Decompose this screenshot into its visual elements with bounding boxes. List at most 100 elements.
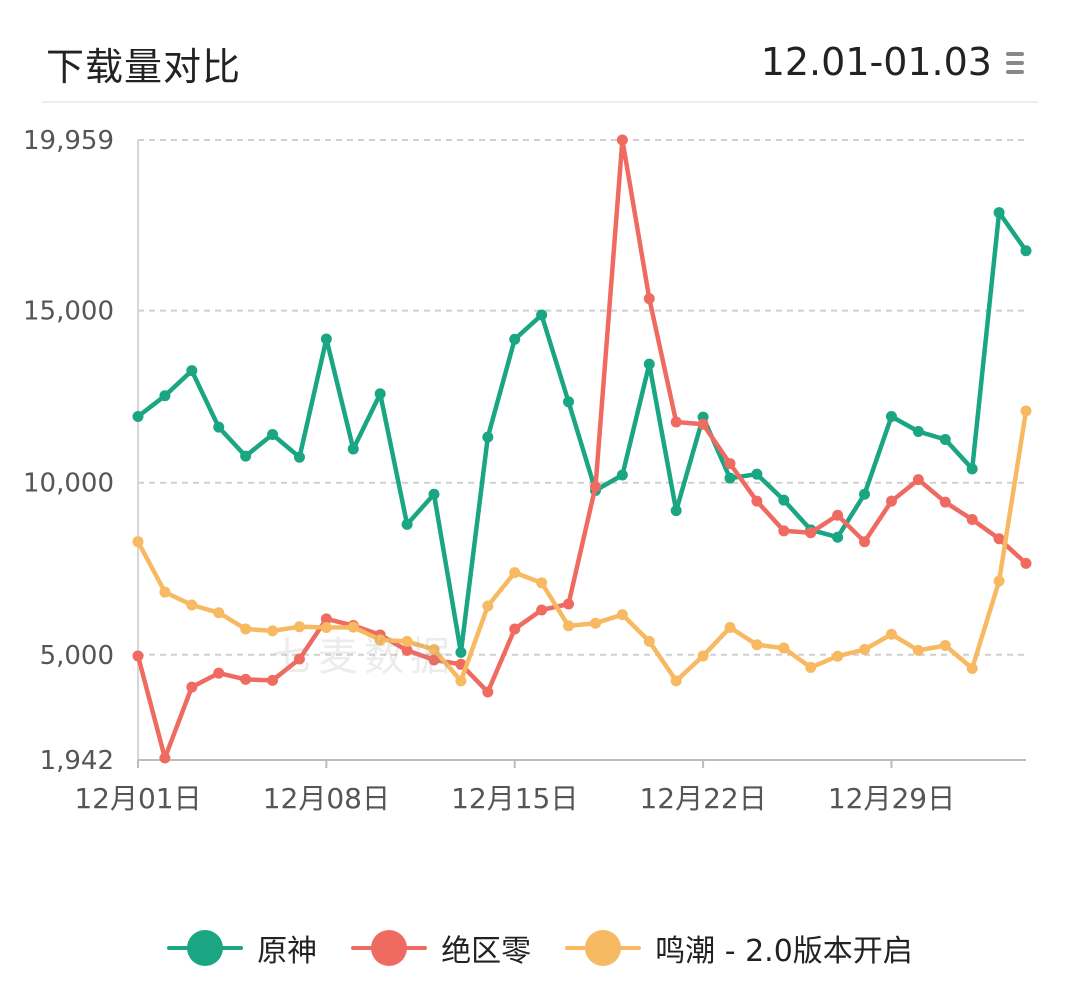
data-point-genshin [240, 450, 252, 462]
data-point-wuwa [966, 662, 978, 674]
data-point-wuwa [267, 625, 279, 637]
data-point-wuwa [374, 634, 386, 646]
data-point-genshin [428, 488, 440, 500]
data-point-wuwa [186, 599, 198, 611]
legend-label: 绝区零 [441, 934, 532, 969]
data-point-genshin [993, 207, 1005, 219]
date-range-selector[interactable]: 12.01-01.03 [760, 40, 992, 84]
data-point-genshin [509, 333, 521, 345]
page-title: 下载量对比 [46, 45, 242, 89]
data-point-zzz [885, 495, 897, 507]
data-point-zzz [132, 650, 144, 662]
data-point-zzz [563, 598, 575, 610]
data-point-zzz [832, 509, 844, 521]
data-point-genshin [267, 429, 279, 441]
data-point-wuwa [347, 621, 359, 633]
data-point-genshin [293, 451, 305, 463]
legend-swatch [565, 930, 642, 966]
data-point-genshin [186, 365, 198, 377]
data-point-zzz [509, 623, 521, 635]
data-point-wuwa [697, 650, 709, 662]
data-point-zzz [186, 681, 198, 693]
data-point-wuwa [643, 635, 655, 647]
data-point-wuwa [401, 635, 413, 647]
data-point-wuwa [213, 607, 225, 619]
legend-swatch [167, 930, 244, 966]
data-point-wuwa [912, 644, 924, 656]
series-line-wuwa [135, 408, 1029, 684]
data-point-genshin [939, 433, 951, 445]
y-tick-label: 19,959 [23, 126, 114, 156]
data-point-genshin [670, 505, 682, 517]
x-tick-label: 12月08日 [263, 782, 390, 815]
data-point-genshin [751, 468, 763, 480]
y-tick-label: 10,000 [23, 469, 114, 499]
legend-item-zzz[interactable]: 绝区零 [351, 926, 531, 970]
menu-icon[interactable] [1006, 52, 1024, 76]
data-point-zzz [751, 495, 763, 507]
x-tick-label: 12月15日 [451, 782, 578, 815]
data-point-zzz [966, 514, 978, 526]
data-point-zzz [697, 418, 709, 430]
y-tick-label: 1,942 [40, 746, 114, 776]
data-point-zzz [589, 480, 601, 492]
data-point-genshin [455, 646, 467, 658]
data-point-wuwa [939, 640, 951, 652]
data-point-genshin [374, 388, 386, 400]
legend-item-genshin[interactable]: 原神 [167, 926, 317, 970]
data-point-wuwa [885, 628, 897, 640]
data-point-wuwa [616, 609, 628, 621]
data-point-wuwa [993, 575, 1005, 587]
data-point-zzz [482, 686, 494, 698]
chart-legend: 原神 绝区零 鸣潮 - 2.0版本开启 [0, 920, 1080, 976]
data-point-genshin [966, 463, 978, 475]
data-point-wuwa [778, 642, 790, 654]
legend-dot [585, 930, 622, 966]
data-point-zzz [778, 525, 790, 537]
data-point-wuwa [240, 623, 252, 635]
x-tick-label: 12月29日 [828, 782, 955, 815]
data-point-zzz [240, 673, 252, 685]
legend-dot [371, 930, 408, 966]
data-point-zzz [293, 653, 305, 665]
data-point-genshin [643, 358, 655, 370]
data-point-wuwa [455, 675, 467, 687]
data-point-wuwa [132, 536, 144, 548]
data-point-wuwa [428, 643, 440, 655]
data-point-zzz [616, 134, 628, 146]
data-point-genshin [1020, 245, 1032, 257]
data-point-zzz [401, 644, 413, 656]
data-point-zzz [643, 293, 655, 305]
data-point-genshin [347, 443, 359, 455]
data-point-genshin [912, 426, 924, 438]
legend-dot [187, 930, 224, 966]
data-point-genshin [401, 518, 413, 530]
data-point-wuwa [563, 620, 575, 632]
data-point-wuwa [805, 661, 817, 673]
data-point-genshin [832, 531, 844, 543]
legend-item-wuwa[interactable]: 鸣潮 - 2.0版本开启 [565, 926, 913, 970]
data-point-wuwa [1020, 405, 1032, 417]
data-point-wuwa [509, 567, 521, 579]
y-tick-label: 5,000 [40, 641, 114, 671]
data-point-zzz [859, 536, 871, 548]
data-point-wuwa [751, 639, 763, 651]
data-point-zzz [428, 654, 440, 666]
data-point-zzz [536, 604, 548, 616]
data-point-genshin [213, 421, 225, 433]
data-point-genshin [159, 390, 171, 402]
data-point-zzz [993, 533, 1005, 545]
data-point-zzz [939, 496, 951, 508]
data-point-zzz [267, 674, 279, 686]
data-point-wuwa [536, 577, 548, 589]
data-point-wuwa [293, 621, 305, 633]
data-point-zzz [912, 474, 924, 486]
data-point-zzz [724, 458, 736, 470]
data-point-genshin [778, 494, 790, 506]
data-point-wuwa [832, 650, 844, 662]
x-tick-label: 12月22日 [639, 782, 766, 815]
line-chart: 1,942 5,000 10,000 15,000 19,959 12月01日 12月08日… [23, 126, 1032, 815]
legend-label: 原神 [257, 934, 318, 969]
legend-swatch [351, 930, 428, 966]
data-point-zzz [159, 752, 171, 764]
